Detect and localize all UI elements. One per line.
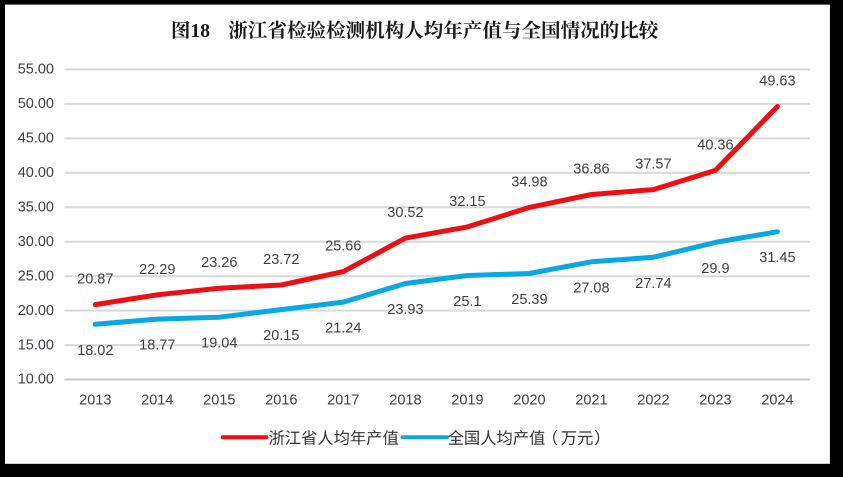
svg-text:23.26: 23.26 [201, 255, 237, 271]
svg-text:25.1: 25.1 [453, 294, 481, 310]
svg-text:50.00: 50.00 [18, 96, 54, 112]
svg-text:15.00: 15.00 [18, 337, 54, 353]
svg-text:31.45: 31.45 [759, 250, 795, 266]
svg-text:25.39: 25.39 [511, 292, 547, 308]
svg-text:36.86: 36.86 [573, 162, 609, 178]
svg-text:2020: 2020 [513, 393, 545, 409]
svg-text:20.87: 20.87 [77, 272, 113, 288]
svg-text:25.66: 25.66 [325, 239, 361, 255]
svg-text:2021: 2021 [575, 393, 607, 409]
svg-text:2018: 2018 [389, 393, 421, 409]
svg-text:23.72: 23.72 [263, 252, 299, 268]
svg-text:18: 18 [191, 21, 211, 42]
svg-text:30.00: 30.00 [18, 234, 54, 250]
svg-text:23.93: 23.93 [387, 302, 423, 318]
svg-text:2015: 2015 [203, 393, 235, 409]
svg-text:19.04: 19.04 [201, 336, 237, 352]
svg-text:2013: 2013 [79, 393, 111, 409]
svg-text:34.98: 34.98 [511, 174, 547, 190]
svg-text:2024: 2024 [761, 393, 793, 409]
svg-text:49.63: 49.63 [759, 74, 795, 90]
svg-text:32.15: 32.15 [449, 194, 485, 210]
svg-text:2014: 2014 [141, 393, 173, 409]
svg-text:37.57: 37.57 [635, 157, 671, 173]
svg-text:30.52: 30.52 [387, 205, 423, 221]
svg-text:29.9: 29.9 [701, 261, 729, 277]
svg-text:2016: 2016 [265, 393, 297, 409]
svg-text:18.02: 18.02 [77, 343, 113, 359]
svg-text:27.08: 27.08 [573, 280, 609, 296]
svg-text:2022: 2022 [637, 393, 669, 409]
svg-text:35.00: 35.00 [18, 200, 54, 216]
svg-text:18.77: 18.77 [139, 338, 175, 354]
svg-text:2019: 2019 [451, 393, 483, 409]
svg-text:10.00: 10.00 [18, 372, 54, 388]
svg-text:21.24: 21.24 [325, 321, 361, 337]
svg-text:27.74: 27.74 [635, 276, 671, 292]
svg-text:20.15: 20.15 [263, 328, 299, 344]
svg-text:45.00: 45.00 [18, 131, 54, 147]
svg-text:2023: 2023 [699, 393, 731, 409]
svg-text:20.00: 20.00 [18, 303, 54, 319]
svg-text:25.00: 25.00 [18, 268, 54, 284]
svg-text:22.29: 22.29 [139, 262, 175, 278]
svg-text:40.00: 40.00 [18, 165, 54, 181]
svg-text:55.00: 55.00 [18, 62, 54, 78]
svg-text:40.36: 40.36 [697, 137, 733, 153]
svg-text:2017: 2017 [327, 393, 359, 409]
